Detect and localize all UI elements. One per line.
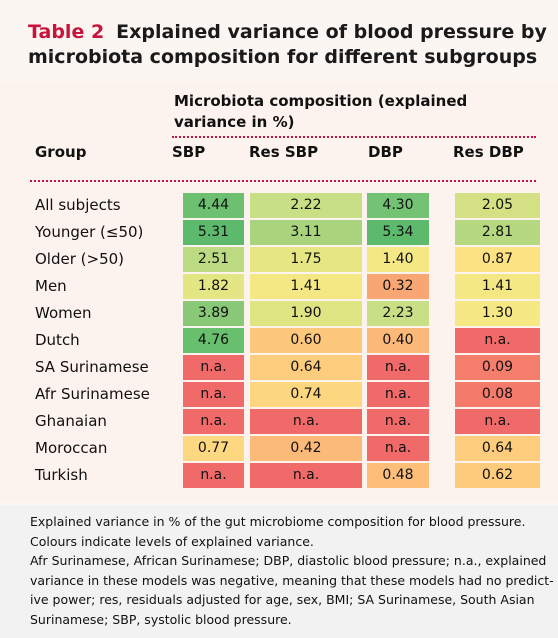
cell: 0.48: [367, 463, 429, 488]
cell: n.a.: [367, 436, 429, 461]
cell: 0.09: [455, 355, 540, 380]
cell: 0.74: [250, 382, 362, 407]
row-label: Younger (≤50): [35, 223, 144, 241]
cell: 2.22: [250, 193, 362, 218]
row-label: Men: [35, 277, 67, 295]
cell: 0.40: [367, 328, 429, 353]
row-label: SA Surinamese: [35, 358, 149, 376]
cell: n.a.: [367, 355, 429, 380]
row-label: Afr Surinamese: [35, 385, 150, 403]
column-spanner: Microbiota composition (explained: [174, 92, 468, 110]
table-caption: Explained variance of blood pressure by …: [28, 21, 547, 68]
cell: n.a.: [183, 382, 244, 407]
row-label: Older (>50): [35, 250, 125, 268]
cell: 3.89: [183, 301, 244, 326]
column-header: SBP: [172, 143, 206, 161]
divider: [30, 180, 536, 182]
footnote: Afr Surinamese, African Surinamese; DBP,…: [30, 553, 547, 569]
cell: 0.64: [455, 436, 540, 461]
cell: 0.62: [455, 463, 540, 488]
row-label: Dutch: [35, 331, 80, 349]
cell: 0.32: [367, 274, 429, 299]
footnote: Colours indicate levels of explained var…: [30, 533, 314, 549]
table-label: Table 2: [28, 21, 105, 43]
footnote: ive power; res, residuals adjusted for a…: [30, 592, 535, 608]
cell: 4.30: [367, 193, 429, 218]
column-header: DBP: [368, 143, 403, 161]
cell: 0.60: [250, 328, 362, 353]
footnote: variance in these models was negative, m…: [30, 572, 554, 588]
divider: [172, 136, 536, 138]
column-spanner: variance in %): [174, 113, 295, 131]
cell: 0.42: [250, 436, 362, 461]
cell: 2.51: [183, 247, 244, 272]
row-label: Moroccan: [35, 439, 108, 457]
cell: 0.64: [250, 355, 362, 380]
cell: n.a.: [455, 409, 540, 434]
cell: 3.11: [250, 220, 362, 245]
cell: n.a.: [183, 463, 244, 488]
cell: 0.77: [183, 436, 244, 461]
cell: 1.41: [455, 274, 540, 299]
cell: 1.75: [250, 247, 362, 272]
cell: 1.30: [455, 301, 540, 326]
table-title: Table 2 Explained variance of blood press…: [28, 20, 548, 70]
cell: n.a.: [367, 382, 429, 407]
row-label: Women: [35, 304, 92, 322]
column-header: Res SBP: [249, 143, 319, 161]
cell: 1.82: [183, 274, 244, 299]
cell: 4.76: [183, 328, 244, 353]
cell: 5.34: [367, 220, 429, 245]
cell: n.a.: [250, 409, 362, 434]
cell: 1.90: [250, 301, 362, 326]
cell: 2.23: [367, 301, 429, 326]
cell: 4.44: [183, 193, 244, 218]
row-label: Ghanaian: [35, 412, 107, 430]
column-header: Res DBP: [453, 143, 524, 161]
cell: 2.05: [455, 193, 540, 218]
cell: 2.81: [455, 220, 540, 245]
footnote-area: [0, 505, 558, 638]
column-header: Group: [35, 143, 87, 161]
cell: n.a.: [250, 463, 362, 488]
cell: 0.08: [455, 382, 540, 407]
footnote: Surinamese; SBP, systolic blood pressure…: [30, 612, 292, 627]
row-label: All subjects: [35, 196, 121, 214]
footnote: Explained variance in % of the gut micro…: [30, 514, 526, 529]
row-label: Turkish: [35, 466, 88, 484]
cell: 0.87: [455, 247, 540, 272]
cell: n.a.: [367, 409, 429, 434]
cell: 1.41: [250, 274, 362, 299]
cell: 1.40: [367, 247, 429, 272]
cell: n.a.: [455, 328, 540, 353]
cell: n.a.: [183, 355, 244, 380]
cell: n.a.: [183, 409, 244, 434]
cell: 5.31: [183, 220, 244, 245]
